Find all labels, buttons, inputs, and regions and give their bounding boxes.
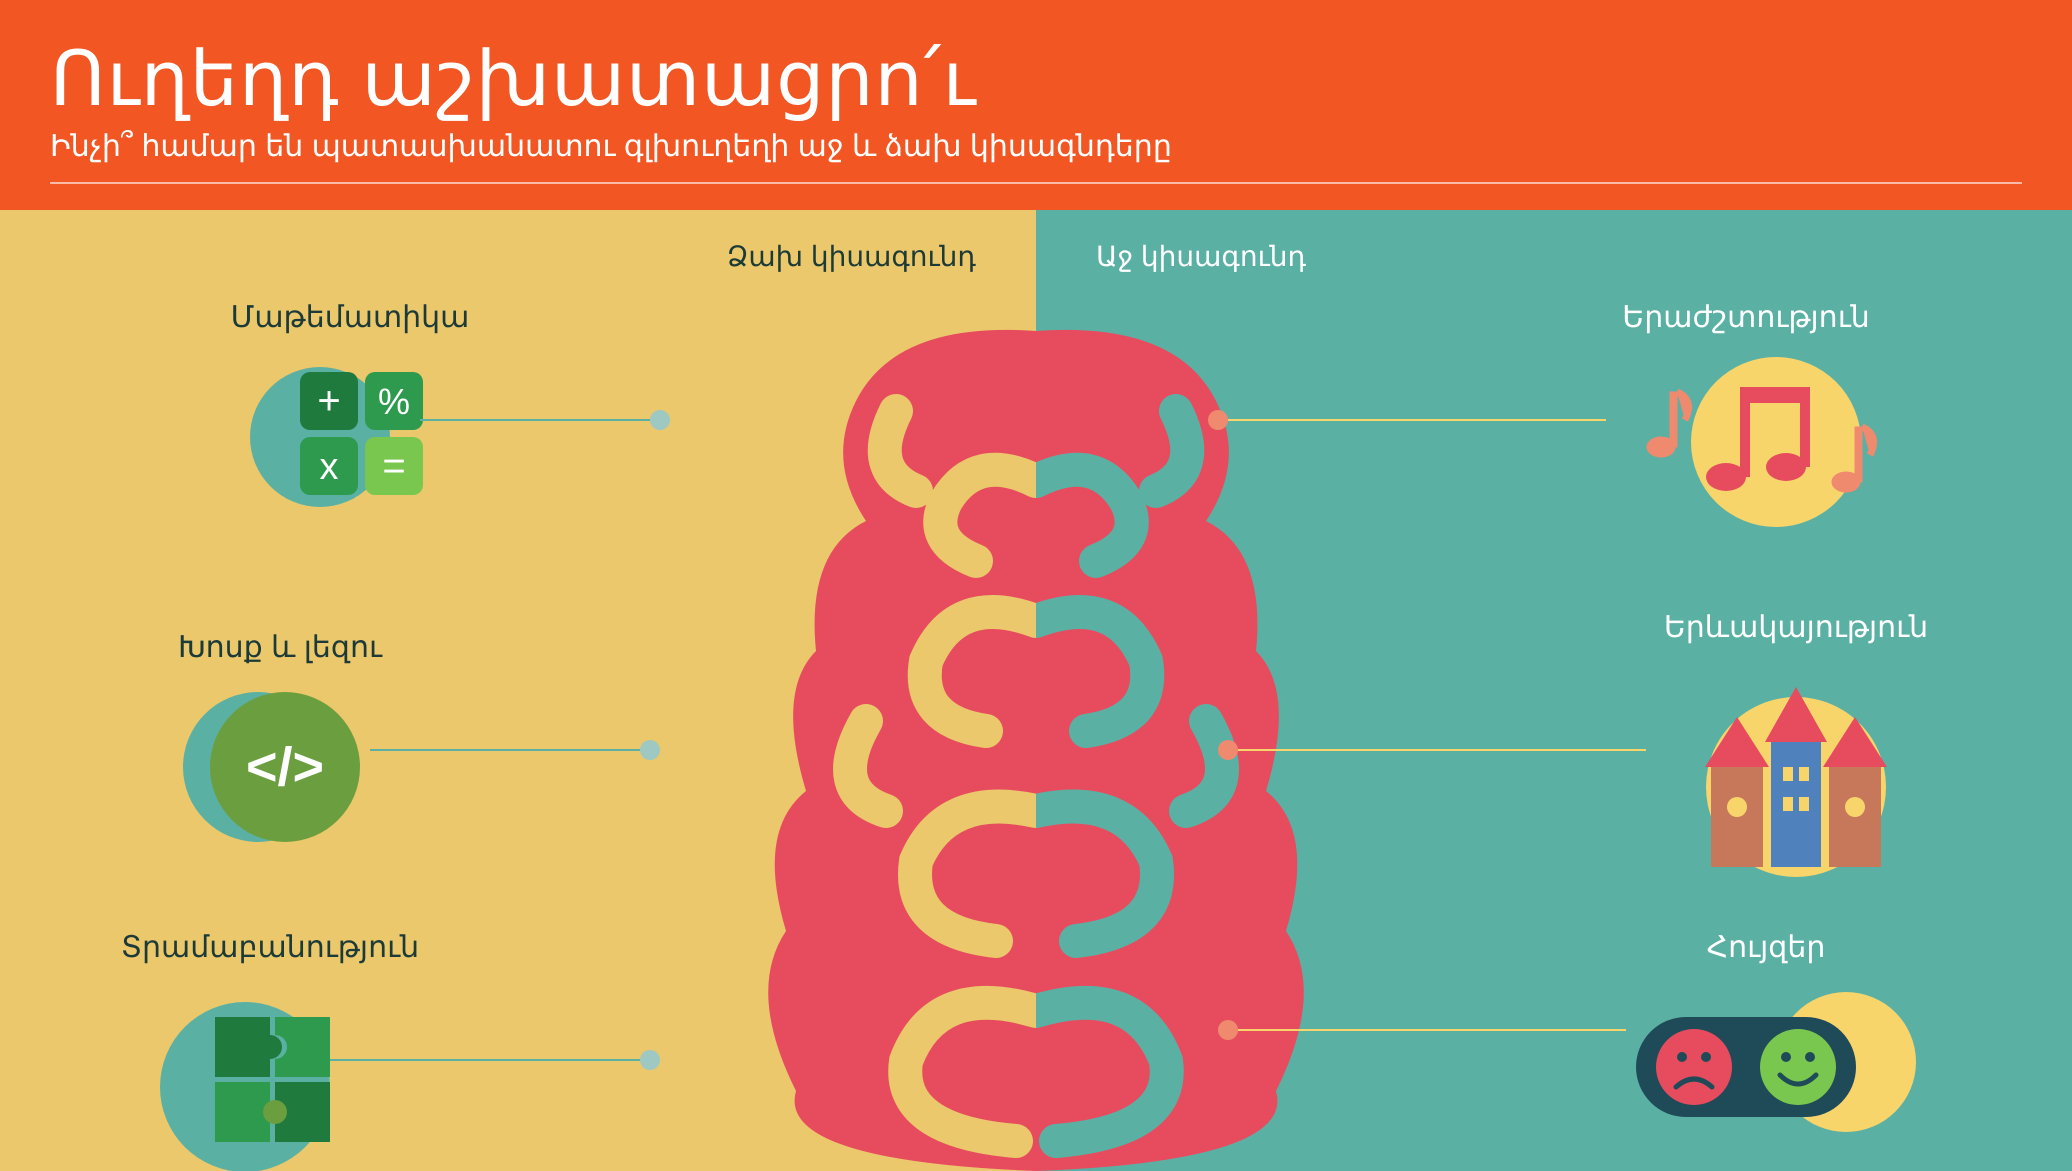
brain-right-icon [1036, 291, 1356, 1171]
music-notes-icon [1606, 347, 1886, 527]
item-music: Երաժշտություն [1576, 300, 1916, 527]
panel-right-hemisphere: Աջ կիսագունդ Երաժշտություն [1036, 210, 2072, 1171]
item-music-label: Երաժշտություն [1576, 300, 1916, 335]
faces-icon [1616, 977, 1916, 1147]
calculator-icon: + % x = [250, 347, 450, 527]
svg-text:</>: </> [246, 737, 324, 797]
svg-text:+: + [317, 379, 340, 423]
svg-text:%: % [378, 381, 410, 422]
item-imagination: Երևակայություն [1616, 610, 1976, 877]
header-divider [50, 182, 2022, 184]
puzzle-icon [160, 977, 380, 1171]
page-subtitle: Ինչի՞ համար են պատասխանատու գլխուղեղի աջ… [50, 129, 2022, 164]
header: Ուղեղդ աշխատացրո՛ւ Ինչի՞ համար են պատասխ… [0, 0, 2072, 210]
item-emotions: Հույզեր [1596, 930, 1936, 1147]
right-hemisphere-label: Աջ կիսագունդ [1096, 240, 1306, 273]
left-hemisphere-label: Ձախ կիսագունդ [727, 240, 976, 273]
item-speech-label: Խոսք և լեզու [130, 630, 430, 665]
item-imagination-label: Երևակայություն [1616, 610, 1976, 645]
svg-text:x: x [320, 446, 339, 488]
item-math-label: Մաթեմատիկա [220, 300, 480, 335]
item-speech: Խոսք և լեզու </> [130, 630, 430, 847]
page-title: Ուղեղդ աշխատացրո՛ւ [50, 34, 2022, 123]
castle-icon [1656, 657, 1936, 877]
panel-left-hemisphere: Ձախ կիսագունդ Մաթեմատիկա + [0, 210, 1036, 1171]
item-math: Մաթեմատիկա + % x = [220, 300, 480, 527]
item-logic: Տրամաբանություն [90, 930, 450, 1171]
panels: Ձախ կիսագունդ Մաթեմատիկա + [0, 210, 2072, 1171]
code-icon: </> [180, 677, 380, 847]
brain-left-icon [716, 291, 1036, 1171]
item-logic-label: Տրամաբանություն [90, 930, 450, 965]
svg-text:=: = [382, 444, 405, 488]
item-emotions-label: Հույզեր [1596, 930, 1936, 965]
